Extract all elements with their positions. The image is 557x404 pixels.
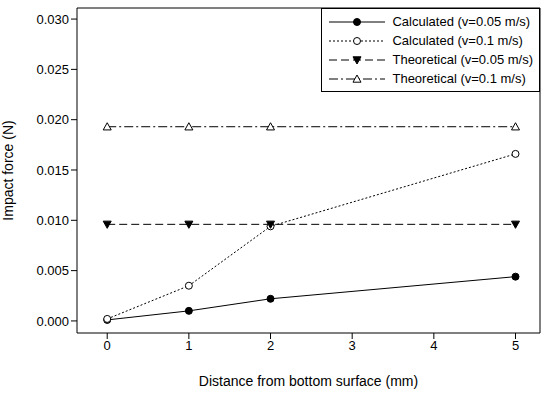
svg-text:0.000: 0.000: [36, 314, 69, 329]
svg-text:5: 5: [512, 338, 519, 353]
svg-text:2: 2: [267, 338, 274, 353]
svg-text:0.030: 0.030: [36, 12, 69, 27]
svg-text:0.015: 0.015: [36, 163, 69, 178]
svg-text:Impact force (N): Impact force (N): [8, 120, 16, 220]
html-text:Theoretical (v=0.1 m/s): Theoretical (v=0.1 m/s): [392, 71, 526, 86]
svg-text:0: 0: [104, 338, 111, 353]
html-text:Calculated (v=0.05 m/s): Calculated (v=0.05 m/s): [392, 14, 531, 29]
svg-text:0.010: 0.010: [36, 213, 69, 228]
svg-text:0.005: 0.005: [36, 263, 69, 278]
svg-text:3: 3: [349, 338, 356, 353]
html-text:Calculated (v=0.1 m/s): Calculated (v=0.1 m/s): [392, 33, 523, 48]
svg-text:Distance from bottom surface (: Distance from bottom surface (mm): [199, 373, 418, 389]
svg-text:0.025: 0.025: [36, 62, 69, 77]
svg-text:4: 4: [430, 338, 437, 353]
svg-text:0.020: 0.020: [36, 112, 69, 127]
svg-text:1: 1: [185, 338, 192, 353]
html-text:Theoretical (v=0.05 m/s): Theoretical (v=0.05 m/s): [392, 52, 533, 67]
